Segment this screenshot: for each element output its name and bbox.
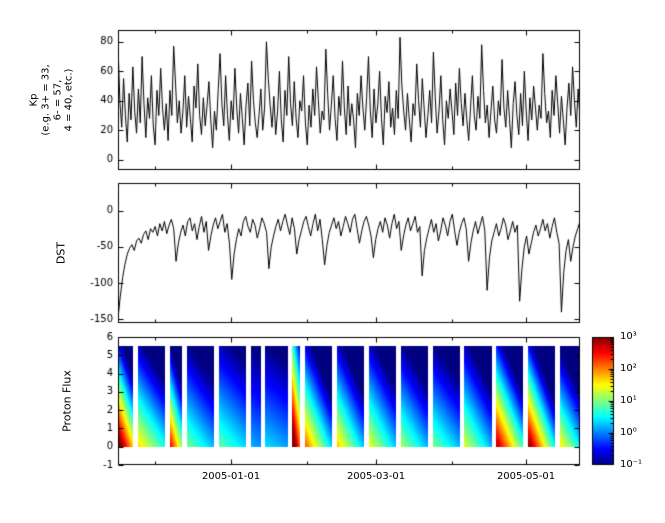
proton-flux-axis-label: Proton Flux	[60, 370, 74, 432]
kp-axis-label: Kp (e.g. 3+ = 33, 6- = 57, 4 = 40, etc.)	[28, 64, 75, 136]
dst-axis-label: DST	[54, 241, 68, 265]
x-tick-label-jan: 2005-01-01	[201, 471, 261, 482]
colorbar-tick-label-1e2: 10²	[620, 363, 637, 374]
x-tick-label-mar: 2005-03-01	[346, 471, 406, 482]
x-tick-label-may: 2005-05-01	[496, 471, 556, 482]
colorbar-tick-label-1e1: 10¹	[620, 395, 637, 406]
colorbar-tick-label-1e0: 10⁰	[620, 427, 637, 438]
colorbar-tick-label-1e3: 10³	[620, 331, 637, 342]
colorbar-tick-label-1em1: 10⁻¹	[620, 459, 643, 470]
